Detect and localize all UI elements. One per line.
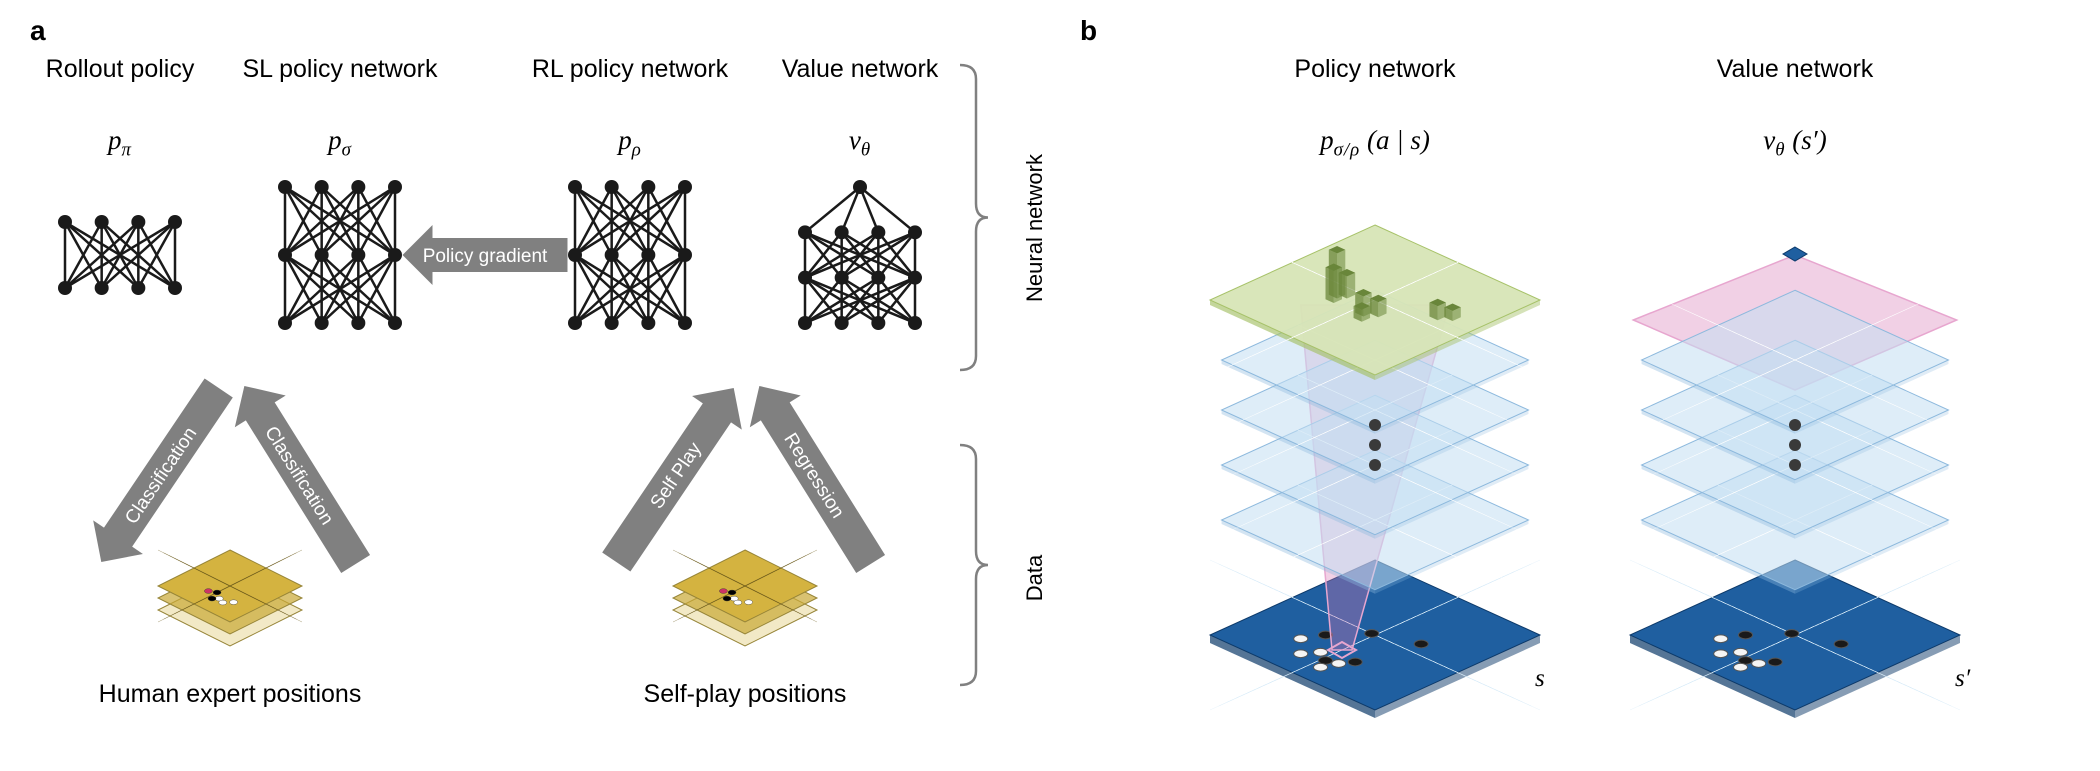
formula-value: νθ (s′) <box>1763 125 1826 161</box>
formula-policy: pσ/ρ (a | s) <box>1320 125 1430 161</box>
s-label-policy: s <box>1535 665 1545 693</box>
svg-text:Classification: Classification <box>121 424 201 529</box>
svg-text:Policy gradient: Policy gradient <box>423 246 548 267</box>
brackets <box>950 25 1000 745</box>
svg-text:Classification: Classification <box>260 423 337 529</box>
bracket-label-data: Data <box>1022 555 1048 601</box>
label-selfplay: Self-play positions <box>644 680 847 709</box>
label-human: Human expert positions <box>99 680 362 709</box>
panel-b-tag: b <box>1080 15 1097 47</box>
s-label-value: s′ <box>1955 665 1970 693</box>
header-value-net: Value network <box>1695 55 1895 84</box>
panel-b: b Policy network Value network pσ/ρ (a |… <box>1080 25 2070 746</box>
board-human <box>140 530 320 660</box>
bracket-label-nn: Neural network <box>1022 154 1048 302</box>
header-policy-net: Policy network <box>1275 55 1475 84</box>
stacks-panel-b <box>1080 165 2070 725</box>
board-selfplay <box>655 530 835 660</box>
panel-a: a Rollout policy SL policy network RL po… <box>30 25 1080 746</box>
